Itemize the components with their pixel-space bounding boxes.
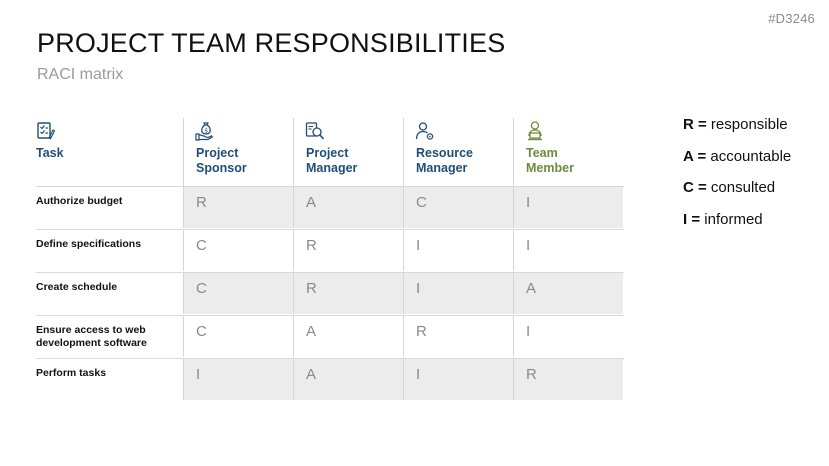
table-row: Define specifications C R I I (36, 229, 624, 272)
person-laptop-icon (525, 120, 545, 142)
raci-cell: A (513, 273, 623, 314)
legend-item-responsible: R = responsible (683, 116, 791, 148)
role-header-line2: Manager (306, 161, 358, 175)
raci-cell: I (403, 359, 513, 400)
legend-key: C = (683, 179, 707, 196)
raci-cell: C (183, 230, 293, 271)
raci-matrix: Task $ Project Sponsor (36, 118, 624, 401)
raci-cell: R (293, 230, 403, 271)
role-header-line1: Project (196, 146, 239, 160)
raci-cell: R (403, 316, 513, 357)
task-label: Authorize budget (36, 195, 123, 207)
legend-key: A = (683, 147, 707, 165)
task-label: Create schedule (36, 281, 118, 293)
raci-cell: I (513, 187, 623, 228)
slide-id: #D3246 (768, 11, 815, 26)
role-header-team-member: Team Member (513, 118, 623, 186)
raci-cell: A (293, 187, 403, 228)
task-label-line2: development software (36, 337, 147, 349)
raci-cell: R (183, 187, 293, 228)
legend-item-informed: I = informed (683, 211, 791, 243)
role-header-resource-manager: Resource Manager (403, 118, 513, 186)
raci-cell: C (183, 316, 293, 357)
checklist-icon (36, 120, 56, 142)
raci-cell: C (183, 273, 293, 314)
legend-text: informed (700, 210, 763, 228)
legend-item-consulted: C = consulted (683, 179, 791, 211)
raci-cell: I (183, 359, 293, 400)
role-header-line2: Member (526, 161, 574, 175)
raci-cell: I (513, 316, 623, 357)
page-subtitle: RACI matrix (37, 66, 124, 83)
task-label: Define specifications (36, 238, 142, 250)
raci-cell: I (403, 273, 513, 314)
page-title: PROJECT TEAM RESPONSIBILITIES (37, 28, 506, 58)
raci-cell: A (293, 359, 403, 400)
legend-text: accountable (706, 147, 792, 165)
legend-text: consulted (706, 179, 776, 196)
raci-cell: I (403, 230, 513, 271)
task-label: Ensure access to web (36, 324, 146, 336)
svg-text:$: $ (204, 128, 208, 135)
table-row: Ensure access to web development softwar… (36, 315, 624, 358)
raci-cell: C (403, 187, 513, 228)
legend-item-accountable: A = accountable (683, 148, 791, 180)
table-row: Create schedule C R I A (36, 272, 624, 315)
role-header-line1: Project (306, 146, 349, 160)
role-header-project-manager: Project Manager (293, 118, 403, 186)
person-gear-icon (415, 120, 435, 142)
money-bag-hand-icon: $ (195, 120, 215, 142)
role-header-line1: Resource (416, 146, 473, 160)
task-header-label: Task (36, 146, 64, 160)
legend-text: responsible (706, 116, 788, 133)
raci-cell: R (513, 359, 623, 400)
legend-key: R = (683, 116, 707, 133)
raci-cell: A (293, 316, 403, 357)
task-column-header: Task (36, 118, 183, 186)
role-header-project-sponsor: $ Project Sponsor (183, 118, 293, 186)
role-header-line2: Sponsor (196, 161, 247, 175)
raci-legend: R = responsible A = accountable C = cons… (683, 116, 791, 242)
matrix-header: Task $ Project Sponsor (36, 118, 624, 187)
task-label: Perform tasks (36, 367, 107, 379)
raci-cell: R (293, 273, 403, 314)
role-header-line2: Manager (416, 161, 468, 175)
magnifier-document-icon (305, 120, 325, 142)
role-header-line1: Team (526, 146, 558, 160)
table-row: Perform tasks I A I R (36, 358, 624, 401)
table-row: Authorize budget R A C I (36, 187, 624, 229)
legend-key: I = (683, 210, 701, 228)
raci-cell: I (513, 230, 623, 271)
